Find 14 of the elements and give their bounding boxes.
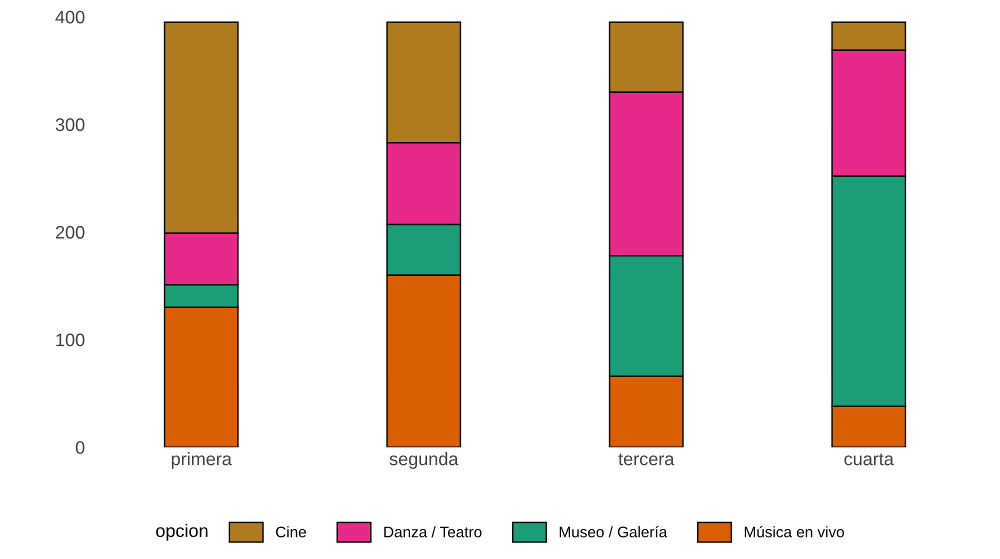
x-tick-label: segunda <box>390 452 458 469</box>
legend-label: Música en vivo <box>744 526 844 538</box>
y-tick-label: 300 <box>56 118 84 132</box>
x-tick-label: tercera <box>618 453 674 466</box>
y-tick-label: 400 <box>55 10 84 24</box>
legend-label: Museo / Galería <box>560 526 668 538</box>
y-tick-label: 0 <box>76 441 84 454</box>
y-tick-label: 200 <box>56 226 84 239</box>
x-tick-label: primera <box>172 452 232 469</box>
legend-label: Cine <box>276 526 306 538</box>
x-tick-label: cuarta <box>844 453 894 466</box>
legend-label: Danza / Teatro <box>384 526 482 538</box>
legend-title: opcion <box>156 524 208 541</box>
y-tick-label: 100 <box>56 334 84 346</box>
